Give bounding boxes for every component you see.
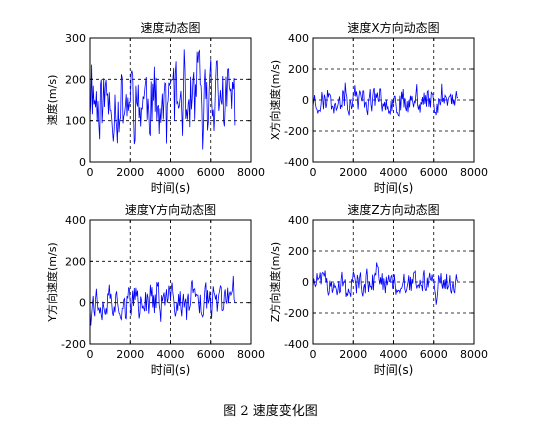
y-tick-label: 0 (79, 297, 86, 310)
subplot-3: 0 2000 4000 6000 8000-2000200400速度Y方向动态图时间(s… (45, 202, 265, 377)
y-tick-label: 300 (65, 32, 86, 45)
y-tick-label: -400 (284, 338, 309, 351)
y-tick-label: 200 (65, 73, 86, 86)
y-axis-label: X方向速度(m/s) (268, 60, 282, 140)
y-tick-label: 400 (65, 214, 86, 227)
x-tick-label: 2000 (339, 348, 367, 361)
subplot-4: 0 2000 4000 6000 8000 -400 -200 0 200 400 速度Z方向动态图… (268, 202, 488, 377)
y-tick-label: 200 (65, 255, 86, 268)
y-tick-label: 200 (288, 63, 309, 76)
y-tick-label: 100 (65, 115, 86, 128)
x-tick-label: 8000 (460, 166, 488, 179)
x-tick-label: 0 (310, 166, 317, 179)
x-tick-label: 2000 (339, 166, 367, 179)
x-tick-label: 6000 (197, 166, 225, 179)
x-axis-label: 时间(s) (374, 363, 414, 377)
series-line-1 (312, 262, 459, 305)
y-tick-label: -200 (284, 307, 309, 320)
y-tick-label: -200 (61, 338, 86, 351)
x-tick-label: 8000 (460, 348, 488, 361)
subplot-title: 速度Z方向动态图 (347, 202, 439, 217)
y-axis-label: Z方向速度(m/s) (268, 242, 282, 322)
x-tick-label: 6000 (197, 348, 225, 361)
x-tick-label: 6000 (420, 348, 448, 361)
x-tick-label: 2000 (116, 348, 144, 361)
x-tick-label: 0 (87, 348, 94, 361)
figure-caption: 图 2 速度变化图 (223, 404, 318, 419)
y-tick-label: -400 (284, 156, 309, 169)
y-tick-label: 400 (288, 214, 309, 227)
y-tick-label: 0 (302, 94, 309, 107)
series-line-1 (89, 275, 236, 326)
subplot-title: 速度X方向动态图 (347, 20, 439, 35)
y-tick-label: 0 (302, 276, 309, 289)
x-axis-label: 时间(s) (151, 181, 191, 195)
x-tick-label: 8000 (237, 348, 265, 361)
x-tick-label: 0 (310, 348, 317, 361)
x-tick-label: 4000 (380, 348, 408, 361)
x-tick-label: 0 (87, 166, 94, 179)
y-tick-label: 400 (288, 32, 309, 45)
series-line-1 (89, 49, 236, 150)
y-axis-label: 速度(m/s) (45, 75, 59, 126)
x-tick-label: 4000 (157, 166, 185, 179)
x-tick-label: 4000 (157, 348, 185, 361)
x-tick-label: 2000 (116, 166, 144, 179)
subplot-title: 速度Y方向动态图 (125, 202, 216, 217)
y-tick-label: 0 (79, 156, 86, 169)
x-tick-label: 6000 (420, 166, 448, 179)
x-axis-label: 时间(s) (374, 181, 414, 195)
x-axis-label: 时间(s) (151, 363, 191, 377)
subplot-2: 0 2000 4000 6000 8000 -400 -200 0 200 400 速度X方向动态图… (268, 20, 488, 195)
y-tick-label: -200 (284, 125, 309, 138)
x-tick-label: 8000 (237, 166, 265, 179)
y-axis-label: Y方向速度(m/s) (45, 242, 59, 322)
x-tick-label: 4000 (380, 166, 408, 179)
y-tick-label: 200 (288, 245, 309, 258)
series-line-1 (312, 82, 459, 117)
subplot-title: 速度动态图 (140, 20, 200, 35)
